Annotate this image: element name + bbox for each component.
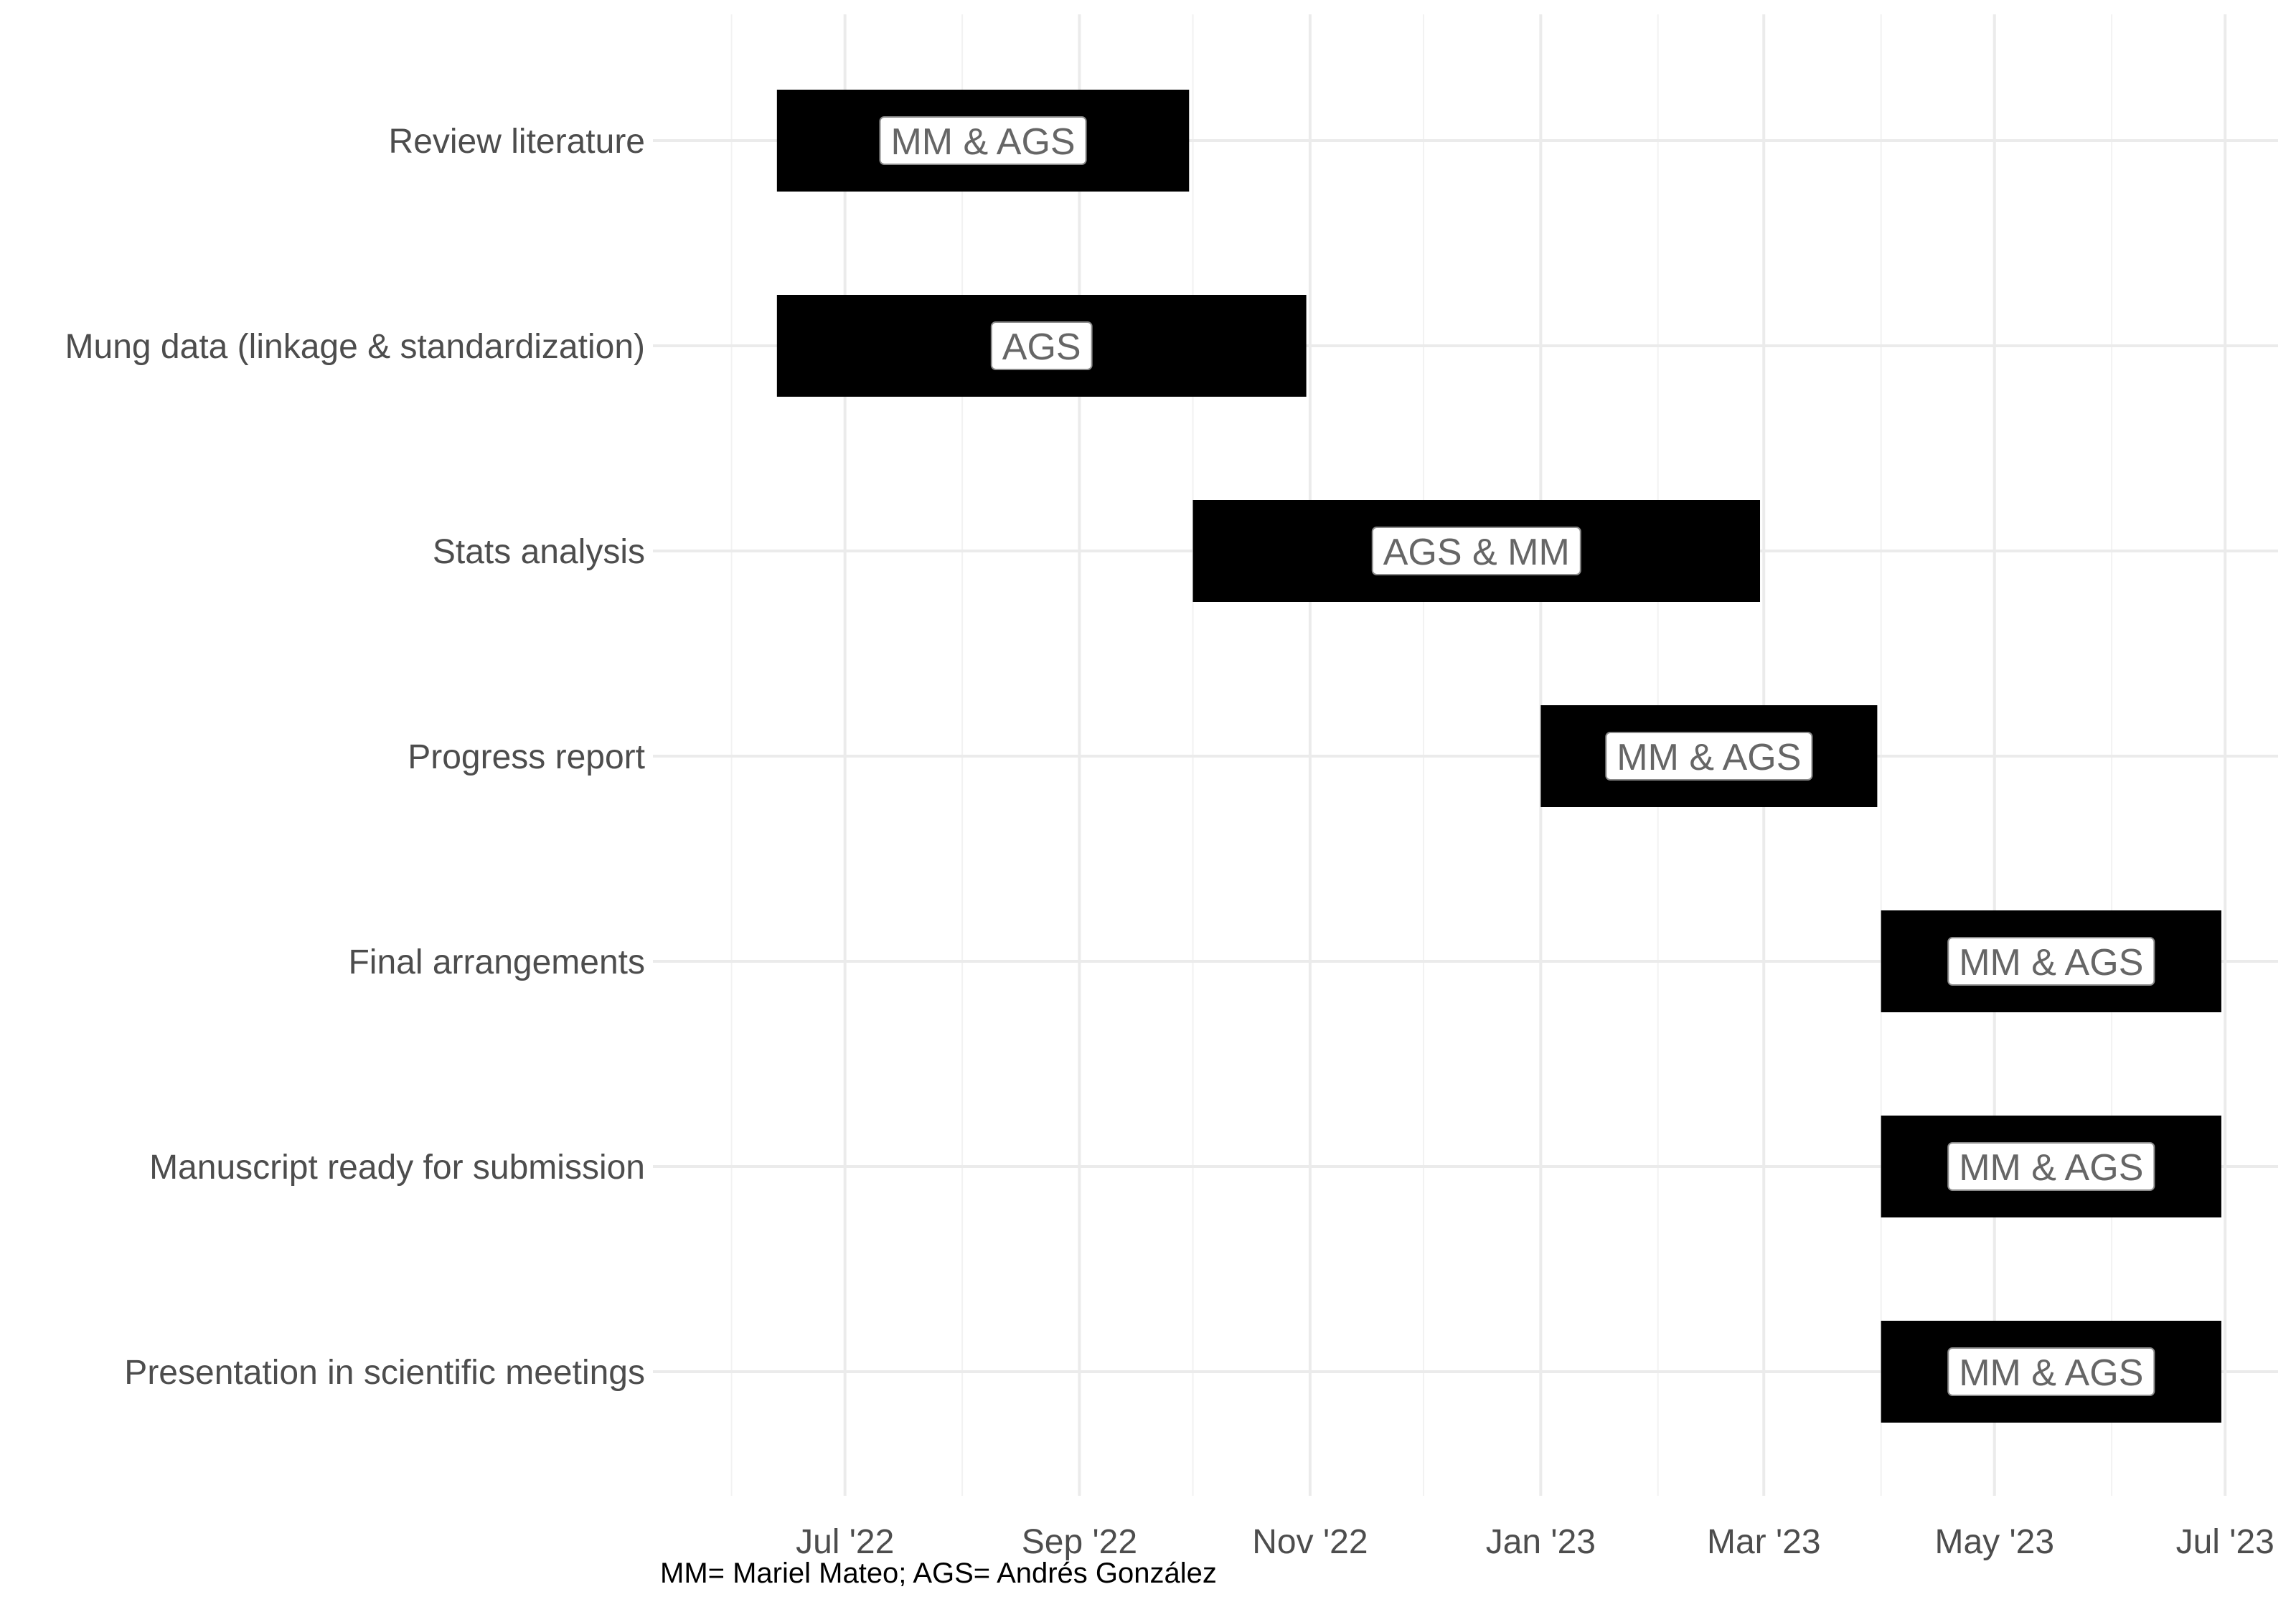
x-tick-label: Sep '22 — [1022, 1523, 1137, 1561]
task-label: Progress report — [408, 738, 645, 776]
bar-label-text: MM & AGS — [1617, 737, 1801, 778]
x-tick-label: Mar '23 — [1707, 1523, 1821, 1561]
task-label: Review literature — [389, 123, 645, 161]
bar-label-text: MM & AGS — [890, 121, 1075, 163]
bar-label-text: MM & AGS — [1959, 1147, 2143, 1189]
bars-layer — [776, 90, 2221, 1423]
labels-layer: Jul '22 Sep '22 Nov '22 Jan '23 Mar '23 May '… — [65, 116, 2274, 1561]
bar-label: MM & AGS — [879, 116, 1087, 165]
x-tick-label: Jan '23 — [1486, 1523, 1596, 1561]
bar-label-box — [1605, 732, 1813, 781]
task-label: Manuscript ready for submission — [149, 1149, 645, 1187]
x-tick-label: Jul '23 — [2176, 1523, 2274, 1561]
bar-label: MM & AGS — [1947, 1347, 2155, 1396]
bar-label-box — [1947, 1142, 2155, 1191]
task-label: Stats analysis — [433, 533, 645, 571]
x-tick-label: Jul '22 — [796, 1523, 894, 1561]
bar-label-text: MM & AGS — [1959, 1352, 2143, 1394]
x-tick-label: May '23 — [1934, 1523, 2054, 1561]
bar-label-box — [1947, 937, 2155, 986]
bar-label-box — [990, 321, 1093, 370]
task-label: Mung data (linkage & standardization) — [65, 328, 645, 366]
bar-label: MM & AGS — [1947, 1142, 2155, 1191]
grid-layer — [653, 14, 2278, 1496]
x-tick-label: Nov '22 — [1252, 1523, 1368, 1561]
bar-label-box — [879, 116, 1087, 165]
bar-label-box — [1371, 527, 1581, 575]
bar-label: MM & AGS — [1947, 937, 2155, 986]
bar-label-text: MM & AGS — [1959, 942, 2143, 984]
bar-label-text: AGS — [1002, 326, 1081, 368]
bar-label: AGS — [990, 321, 1093, 370]
bar-label: AGS & MM — [1371, 527, 1581, 575]
chart-caption: MM= Mariel Mateo; AGS= Andrés González — [660, 1557, 1217, 1589]
bar-label: MM & AGS — [1605, 732, 1813, 781]
task-label: Final arrangements — [348, 943, 645, 981]
bar-label-text: AGS & MM — [1383, 532, 1570, 573]
task-label: Presentation in scientific meetings — [124, 1354, 645, 1392]
bar-label-box — [1947, 1347, 2155, 1396]
